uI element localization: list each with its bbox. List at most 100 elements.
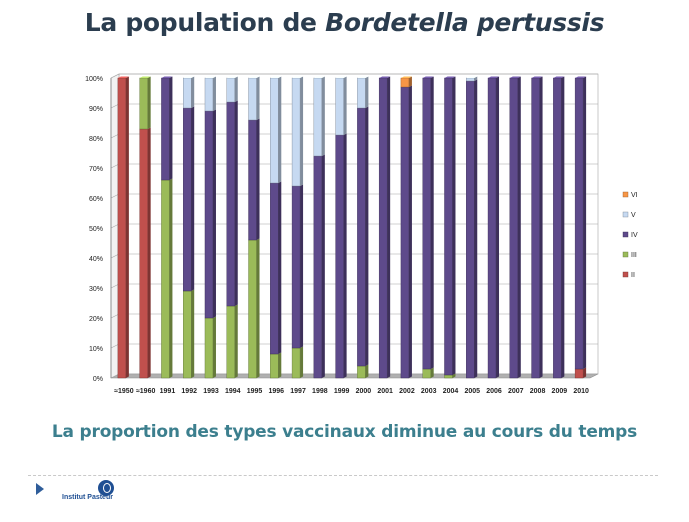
- bar-segment-V-1994-side: [234, 76, 238, 102]
- bar-top-2007: [509, 76, 521, 78]
- bar-top-≈1960: [139, 76, 151, 78]
- bar-segment-IV-2002-side: [408, 85, 412, 378]
- bar-segment-III-2000-side: [365, 364, 369, 378]
- bar-top-2006: [488, 76, 500, 78]
- bar-segment-IV-2005-side: [474, 79, 478, 378]
- bar-segment-III-≈1960-side: [147, 76, 151, 129]
- bar-segment-II-2010-side: [583, 367, 587, 378]
- bar-segment-IV-2006-side: [496, 76, 500, 378]
- bar-segment-III-1995: [248, 239, 257, 379]
- bar-segment-IV-2000: [357, 107, 366, 367]
- y-tick-label: 20%: [89, 316, 103, 323]
- bar-segment-IV-2007-side: [517, 76, 521, 378]
- footer-divider: [28, 475, 658, 476]
- bar-segment-IV-2008: [531, 77, 540, 379]
- bar-segment-III-1992: [183, 290, 192, 379]
- gridline: [110, 73, 598, 79]
- x-tick-label: 1994: [225, 388, 241, 395]
- bar-segment-IV-2004-side: [452, 76, 456, 375]
- bar-segment-III-1992-side: [191, 289, 195, 378]
- y-tick-label: 90%: [89, 106, 103, 113]
- bar-segment-V-1996-side: [278, 76, 282, 183]
- bar-segment-IV-2001: [378, 77, 388, 379]
- bar-segment-IV-1994: [226, 101, 235, 307]
- bar-top-1993: [204, 76, 216, 78]
- bar-segment-IV-1993-side: [212, 109, 216, 318]
- bar-segment-IV-2009: [553, 77, 562, 379]
- x-tick-label: ≈1960: [136, 388, 156, 395]
- bar-top-1999: [335, 76, 347, 78]
- bar-top-2010: [575, 76, 587, 78]
- legend-swatch-II: [622, 271, 629, 278]
- bar-top-2000: [357, 76, 369, 78]
- y-tick-label: 60%: [89, 196, 103, 203]
- y-tick-label: 10%: [89, 346, 103, 353]
- legend-label-VI: VI: [631, 192, 638, 199]
- bar-segment-IV-1995-side: [256, 118, 260, 240]
- bar-segment-V-1993-side: [212, 76, 216, 111]
- y-tick-label: 0%: [93, 376, 103, 383]
- bar-segment-IV-2010: [574, 77, 584, 370]
- title-species: Bordetella pertussis: [325, 8, 605, 37]
- x-tick-label: 2002: [399, 388, 415, 395]
- bar-segment-IV-2007: [509, 77, 518, 379]
- bar-segment-V-1998: [313, 77, 323, 157]
- bar-segment-III-2004: [444, 374, 453, 379]
- y-tick-label: 40%: [89, 256, 103, 263]
- bar-segment-IV-1995: [248, 119, 257, 241]
- bar-top-2009: [553, 76, 565, 78]
- bar-segment-VI-2002: [400, 77, 410, 88]
- bar-segment-III-1993-side: [212, 316, 216, 378]
- bar-segment-III-1997-side: [300, 346, 304, 378]
- pasteur-logo-icon: [98, 480, 114, 496]
- arrow-right-icon: [36, 483, 44, 495]
- bar-top-2003: [422, 76, 434, 78]
- bar-segment-II-≈1950: [117, 77, 127, 379]
- bar-segment-III-2003-side: [430, 367, 434, 378]
- bar-segment-III-1991: [161, 179, 170, 379]
- bar-segment-IV-1991-side: [169, 76, 173, 180]
- bar-segment-V-1996: [270, 77, 279, 184]
- bar-segment-IV-1997-side: [300, 184, 304, 348]
- bar-segment-IV-2005: [466, 80, 475, 379]
- bar-segment-IV-2003-side: [430, 76, 434, 369]
- x-tick-label: ≈1950: [114, 388, 134, 395]
- bar-segment-IV-1996-side: [278, 181, 282, 354]
- bar-segment-IV-1999-side: [343, 133, 347, 378]
- bar-segment-II-2010: [574, 368, 584, 379]
- y-tick-label: 80%: [89, 136, 103, 143]
- bar-segment-V-1992-side: [191, 76, 195, 108]
- legend-label-IV: IV: [631, 232, 638, 239]
- bar-segment-IV-2004: [444, 77, 453, 376]
- bar-segment-IV-2009-side: [561, 76, 565, 378]
- bar-segment-IV-1997: [291, 185, 301, 349]
- x-tick-label: 1998: [312, 388, 328, 395]
- bar-segment-II-≈1960-side: [147, 127, 151, 378]
- legend-label-II: II: [631, 272, 635, 279]
- bar-segment-III-1997: [291, 347, 301, 379]
- y-tick-label: 30%: [89, 286, 103, 293]
- x-tick-label: 2007: [508, 388, 524, 395]
- x-tick-label: 2006: [486, 388, 502, 395]
- bar-segment-IV-1991: [161, 77, 170, 181]
- bar-segment-IV-1993: [204, 110, 214, 319]
- x-tick-label: 1993: [203, 388, 219, 395]
- y-tick-label: 50%: [89, 226, 103, 233]
- bar-segment-III-1991-side: [169, 178, 173, 378]
- bar-segment-IV-2000-side: [365, 106, 369, 366]
- x-tick-label: 2003: [421, 388, 437, 395]
- x-tick-label: 1995: [247, 388, 263, 395]
- bar-segment-III-1995-side: [256, 238, 260, 378]
- x-tick-label: 2009: [552, 388, 568, 395]
- bar-top-1992: [183, 76, 195, 78]
- bar-segment-III-2000: [357, 365, 366, 379]
- bar-segment-IV-1996: [270, 182, 279, 355]
- bar-segment-IV-2006: [487, 77, 497, 379]
- slide-subtitle: La proportion des types vaccinaux diminu…: [51, 422, 638, 442]
- bar-segment-V-1993: [204, 77, 214, 112]
- legend-swatch-III: [622, 251, 629, 258]
- bar-segment-V-2005: [466, 77, 475, 82]
- y-tick-label: 100%: [85, 76, 103, 83]
